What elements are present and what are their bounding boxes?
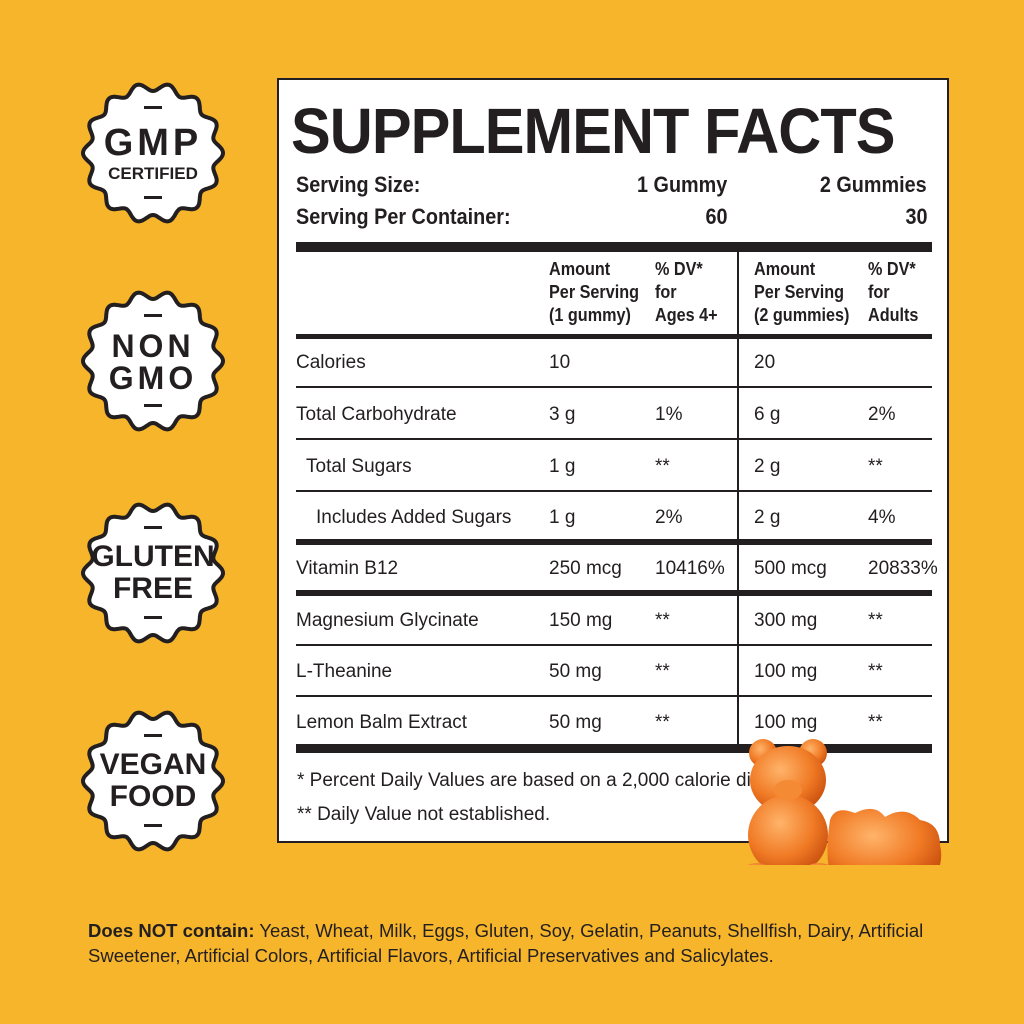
value-dv1: ** xyxy=(655,610,670,631)
badge-line: FREE xyxy=(112,572,193,605)
vegan-food-seal-icon xyxy=(80,710,226,852)
value-amt1: 1 g xyxy=(549,456,576,477)
servings-2: 30 xyxy=(904,204,927,229)
header-dv1: % DV* xyxy=(655,259,703,279)
badge-vegan-food: VEGAN FOOD xyxy=(78,706,228,856)
servings-label: Serving Per Container: xyxy=(296,204,511,229)
header-dv2: % DV* xyxy=(868,259,916,279)
footnote-percent-dv: * Percent Daily Values are based on a 2,… xyxy=(297,770,772,791)
value-dv1: 10416% xyxy=(655,558,725,579)
serving-size-label: Serving Size: xyxy=(296,172,421,197)
badge-line: GMO xyxy=(108,360,198,396)
allergen-label: Does NOT contain: xyxy=(88,920,255,941)
header-dv1: Ages 4+ xyxy=(655,305,718,325)
header-amt1: (1 gummy) xyxy=(549,305,631,325)
value-dv2: 4% xyxy=(868,507,896,528)
value-amt1: 150 mg xyxy=(549,610,613,631)
value-amt1: 50 mg xyxy=(549,712,602,733)
value-dv2: ** xyxy=(868,456,883,477)
row-divider xyxy=(296,438,932,440)
allergen-statement: Does NOT contain: Yeast, Wheat, Milk, Eg… xyxy=(88,918,968,968)
badge-non-gmo: NON GMO xyxy=(78,286,228,436)
nutrient-name: Includes Added Sugars xyxy=(316,507,512,528)
header-amt1: Amount xyxy=(549,259,611,279)
badge-gluten-free: GLUTEN FREE xyxy=(78,498,228,648)
dash xyxy=(144,824,162,827)
dash xyxy=(144,734,162,737)
supplement-facts-panel: SUPPLEMENT FACTS Serving Size: 1 Gummy 2… xyxy=(277,78,949,843)
gummy-bear-image xyxy=(747,739,942,865)
value-dv1: 2% xyxy=(655,507,683,528)
dash xyxy=(144,314,162,317)
header-amt2: Amount xyxy=(754,259,816,279)
serving-size-1: 1 Gummy xyxy=(636,172,727,197)
header-amt2: (2 gummies) xyxy=(754,305,850,325)
value-dv2: 2% xyxy=(868,404,896,425)
value-amt2: 500 mcg xyxy=(754,558,827,579)
badge-line: NON xyxy=(111,328,195,364)
value-dv1: ** xyxy=(655,456,670,477)
nutrient-name: Calories xyxy=(296,352,366,373)
header-dv2: Adults xyxy=(868,305,919,325)
badge-line: CERTIFIED xyxy=(108,164,198,183)
dash xyxy=(144,404,162,407)
row-divider xyxy=(296,490,932,492)
header-dv2: for xyxy=(868,282,890,302)
value-amt1: 1 g xyxy=(549,507,576,528)
gmp-certified-seal-icon xyxy=(80,82,226,224)
value-amt2: 2 g xyxy=(754,456,781,477)
row-divider xyxy=(296,386,932,388)
value-dv2: ** xyxy=(868,661,883,682)
nutrient-name: Vitamin B12 xyxy=(296,558,399,579)
value-dv2: ** xyxy=(868,610,883,631)
footnote-dv-not-established: ** Daily Value not established. xyxy=(297,804,551,825)
value-dv1: ** xyxy=(655,712,670,733)
column-divider xyxy=(737,252,739,748)
value-dv1: 1% xyxy=(655,404,683,425)
nutrient-name: Total Carbohydrate xyxy=(296,404,457,425)
divider xyxy=(296,744,932,753)
value-amt1: 250 mcg xyxy=(549,558,622,579)
value-amt1: 50 mg xyxy=(549,661,602,682)
nutrient-name: L-Theanine xyxy=(296,661,393,682)
value-amt2: 6 g xyxy=(754,404,781,425)
badge-line: VEGAN xyxy=(99,748,207,781)
value-amt1: 10 xyxy=(549,352,571,373)
non-gmo-seal-icon xyxy=(80,290,226,432)
value-amt2: 300 mg xyxy=(754,610,818,631)
value-dv2: 20833% xyxy=(868,558,938,579)
value-amt2: 100 mg xyxy=(754,712,818,733)
value-amt2: 2 g xyxy=(754,507,781,528)
row-divider xyxy=(296,590,932,596)
servings-1: 60 xyxy=(704,204,727,229)
value-amt2: 100 mg xyxy=(754,661,818,682)
allergen-list: Yeast, Wheat, Milk, Eggs, Gluten, Soy, G… xyxy=(88,920,924,966)
row-divider xyxy=(296,695,932,697)
nutrient-name: Magnesium Glycinate xyxy=(296,610,479,631)
header-amt2: Per Serving xyxy=(754,282,845,302)
badge-line: GMP xyxy=(103,122,203,164)
badge-gmp-certified: GMP CERTIFIED xyxy=(78,78,228,228)
gluten-free-seal-icon xyxy=(80,502,226,644)
divider xyxy=(296,242,932,252)
dash xyxy=(144,106,162,109)
header-dv1: for xyxy=(655,282,677,302)
dash xyxy=(144,526,162,529)
badge-line: GLUTEN xyxy=(91,540,215,573)
nutrient-name: Total Sugars xyxy=(306,456,412,477)
panel-title: SUPPLEMENT FACTS xyxy=(291,95,895,167)
value-dv2: ** xyxy=(868,712,883,733)
dash xyxy=(144,616,162,619)
value-amt1: 3 g xyxy=(549,404,576,425)
header-amt1: Per Serving xyxy=(549,282,640,302)
row-divider xyxy=(296,539,932,545)
divider xyxy=(296,334,932,339)
dash xyxy=(144,196,162,199)
nutrient-name: Lemon Balm Extract xyxy=(296,712,468,733)
serving-size-2: 2 Gummies xyxy=(820,172,927,197)
value-dv1: ** xyxy=(655,661,670,682)
badge-line: FOOD xyxy=(109,780,197,813)
row-divider xyxy=(296,644,932,646)
value-amt2: 20 xyxy=(754,352,776,373)
